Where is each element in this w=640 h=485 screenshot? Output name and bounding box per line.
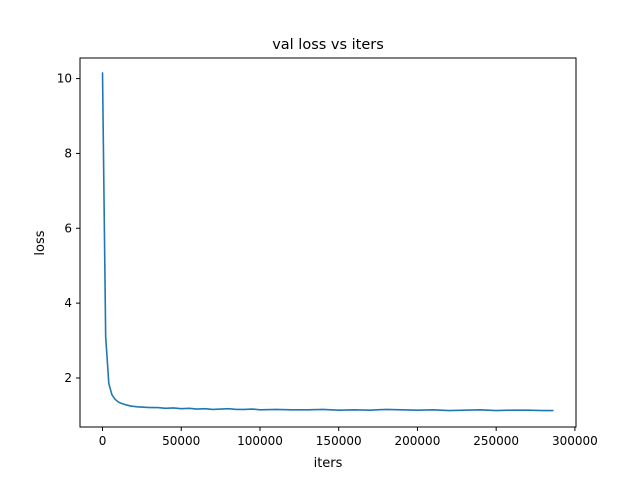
x-tick-label: 0: [99, 434, 107, 448]
x-axis-ticks: 0 50000 100000 150000 200000 250000 300000: [99, 427, 598, 448]
plot-area: [101, 72, 554, 412]
x-tick-label: 150000: [316, 434, 362, 448]
y-axis-ticks: 2 4 6 8 10: [57, 72, 80, 385]
x-axis-label: iters: [314, 456, 343, 471]
y-tick-label: 10: [57, 72, 72, 86]
y-axis-label: loss: [33, 230, 48, 255]
x-tick-label: 250000: [473, 434, 519, 448]
x-tick-label: 50000: [162, 434, 200, 448]
y-tick-label: 4: [64, 296, 72, 310]
y-tick-label: 8: [64, 146, 72, 160]
loss-series-line: [101, 72, 554, 412]
x-tick-label: 300000: [552, 434, 598, 448]
x-tick-label: 200000: [395, 434, 441, 448]
y-tick-label: 2: [64, 371, 72, 385]
x-tick-label: 100000: [237, 434, 283, 448]
plot-frame: [79, 57, 577, 428]
chart-title: val loss vs iters: [272, 37, 384, 53]
y-tick-label: 6: [64, 221, 72, 235]
